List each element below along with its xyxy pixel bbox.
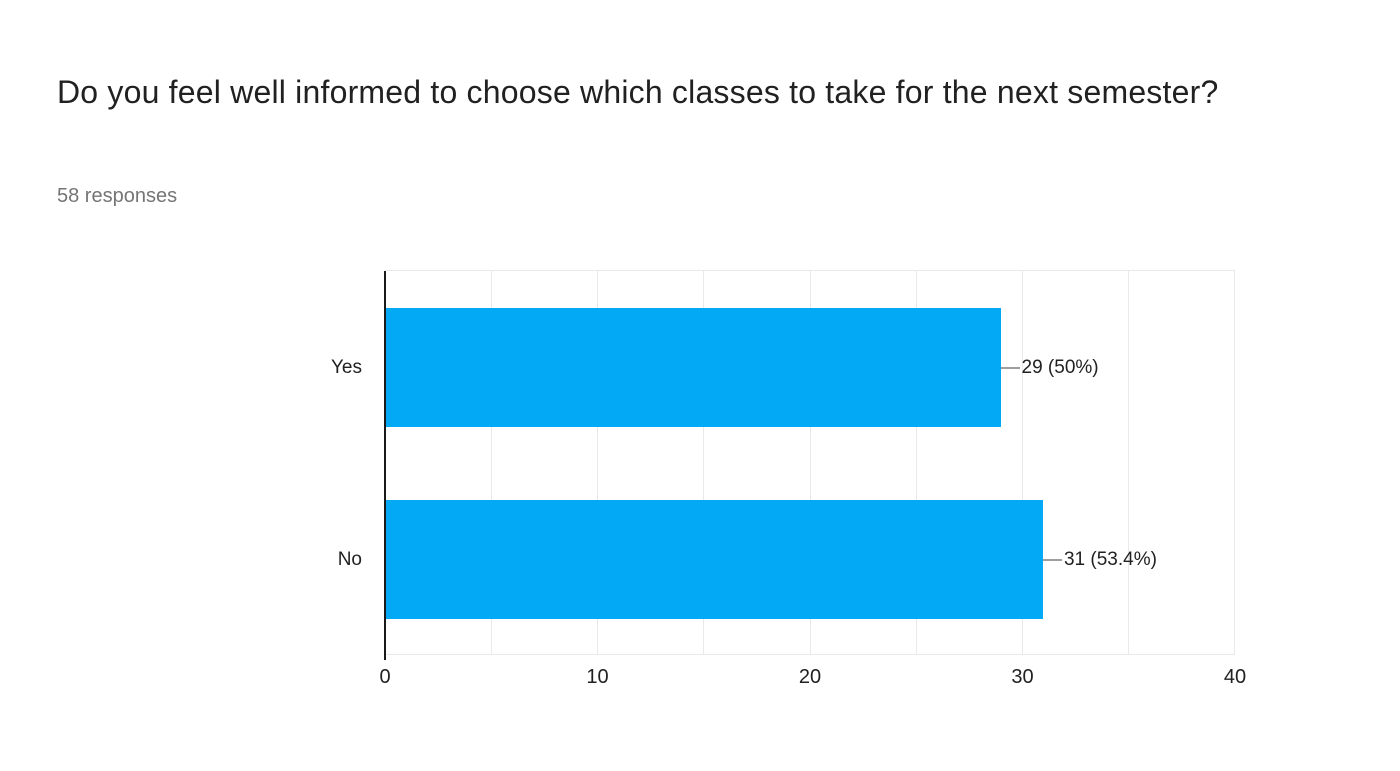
- bar-row-no: No 31 (53.4%): [338, 500, 1234, 619]
- gridline: [597, 271, 599, 654]
- question-title: Do you feel well informed to choose whic…: [57, 74, 1219, 110]
- bar-row-yes: Yes 29 (50%): [331, 308, 1234, 427]
- x-tick-label: 40: [1223, 666, 1247, 688]
- bar-yes: [385, 308, 1001, 427]
- gridline: [703, 271, 705, 654]
- bar-chart-plot-area: Yes 29 (50%) No 31 (53.4%): [331, 270, 1235, 660]
- x-tick-label: 20: [798, 666, 822, 688]
- category-label-no: No: [337, 548, 362, 570]
- value-label-no: 31 (53.4%): [1063, 548, 1157, 570]
- x-tick-label: 30: [1011, 666, 1034, 688]
- category-label-yes: Yes: [331, 356, 362, 378]
- x-tick-label: 0: [379, 666, 391, 688]
- x-axis-tick-labels: 0 10 20 30 40: [379, 666, 1246, 692]
- gridline: [1127, 271, 1129, 654]
- value-annotation-no: 31 (53.4%): [1042, 548, 1157, 571]
- responses-count: 58 responses: [57, 185, 178, 207]
- gridline: [491, 271, 493, 654]
- connector-line: [1000, 366, 1020, 369]
- value-annotation-yes: 29 (50%): [1000, 356, 1099, 379]
- y-axis-line: [384, 271, 386, 660]
- x-tick-label: 10: [586, 666, 609, 688]
- gridline: [1021, 271, 1023, 654]
- gridline: [809, 271, 811, 654]
- connector-line: [1042, 558, 1062, 561]
- bar-no: [385, 500, 1043, 619]
- gridline: [915, 271, 917, 654]
- value-label-yes: 29 (50%): [1021, 356, 1099, 378]
